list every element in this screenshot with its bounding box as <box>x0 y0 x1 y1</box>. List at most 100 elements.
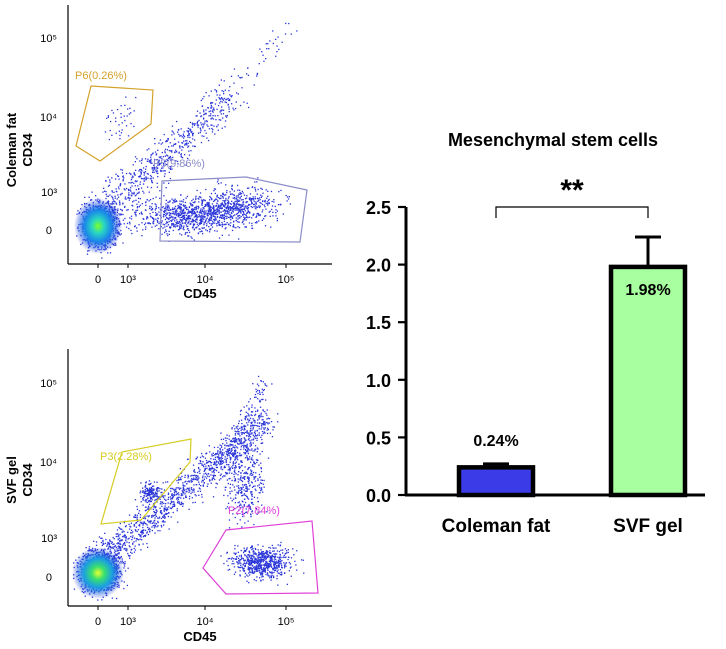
event-dot <box>170 490 172 492</box>
event-dot <box>146 216 148 218</box>
event-dot <box>255 201 257 203</box>
event-dot <box>131 536 134 539</box>
event-dot <box>114 549 116 551</box>
event-dot <box>203 109 205 111</box>
event-dot <box>222 98 224 100</box>
event-dot <box>162 156 165 158</box>
event-dot <box>196 121 198 124</box>
event-dot <box>247 207 249 210</box>
event-dot <box>266 48 268 50</box>
event-dot <box>151 181 153 183</box>
event-dot <box>181 234 183 236</box>
event-dot <box>178 151 180 153</box>
event-dot <box>190 212 193 214</box>
event-dot <box>231 184 233 186</box>
event-dot <box>104 542 107 544</box>
event-dot <box>95 195 97 197</box>
event-dot <box>255 435 257 437</box>
event-dot <box>158 163 160 165</box>
event-dot <box>221 106 223 108</box>
event-dot <box>200 215 202 217</box>
event-dot <box>234 198 236 200</box>
event-dot <box>125 96 127 98</box>
event-dot <box>165 212 167 214</box>
event-dot <box>200 220 202 222</box>
event-dot <box>170 507 173 510</box>
event-dot <box>244 426 246 428</box>
event-dot <box>133 182 135 184</box>
event-dot <box>246 205 248 207</box>
event-dot <box>260 202 262 204</box>
event-dot <box>211 455 213 457</box>
event-dot <box>200 222 203 224</box>
event-dot <box>250 200 252 202</box>
event-dot <box>207 461 209 463</box>
event-dot <box>139 181 142 183</box>
event-dot <box>193 216 195 218</box>
event-dot <box>154 209 156 211</box>
event-dot <box>199 192 202 194</box>
event-dot <box>197 490 199 492</box>
event-dot <box>208 226 210 228</box>
event-dot <box>234 441 236 443</box>
event-dot <box>210 104 212 107</box>
event-dot <box>84 196 86 198</box>
event-dot <box>143 223 146 226</box>
event-dot <box>201 493 203 496</box>
event-dot <box>255 202 257 204</box>
event-dot <box>187 474 189 476</box>
event-dot <box>233 453 236 455</box>
event-dot <box>221 460 224 463</box>
event-dot <box>196 214 198 217</box>
event-dot <box>150 186 153 189</box>
event-dot <box>172 229 174 232</box>
event-dot <box>122 175 124 177</box>
event-dot <box>204 216 206 218</box>
event-dot <box>168 207 170 209</box>
event-dot <box>161 233 163 235</box>
event-dot <box>229 99 231 102</box>
event-dot <box>187 130 189 132</box>
event-dot <box>222 210 224 212</box>
event-dot <box>241 190 243 193</box>
event-dot <box>256 425 258 427</box>
event-dot <box>212 118 215 120</box>
event-dot <box>142 524 144 526</box>
event-dot <box>168 528 170 530</box>
event-dot <box>105 190 107 193</box>
event-dot <box>238 431 240 433</box>
event-dot <box>147 158 149 160</box>
event-dot <box>165 499 167 501</box>
event-dot <box>142 526 144 529</box>
event-dot <box>235 220 237 222</box>
event-dot <box>184 212 186 214</box>
event-dot <box>218 221 220 223</box>
event-dot <box>255 216 257 218</box>
event-dot <box>258 418 260 420</box>
event-dot <box>191 237 193 239</box>
event-dot <box>182 134 185 137</box>
event-dot <box>277 36 279 38</box>
event-dot <box>158 211 160 213</box>
event-dot <box>216 94 218 96</box>
event-dot <box>154 158 156 161</box>
event-dot <box>228 213 230 215</box>
event-dot <box>232 197 234 199</box>
event-dot <box>154 203 156 205</box>
event-dot <box>214 456 217 458</box>
event-dot <box>84 595 86 597</box>
event-dot <box>166 513 168 515</box>
event-dot <box>219 460 221 462</box>
event-dot <box>197 478 199 480</box>
event-dot <box>188 154 191 156</box>
event-dot <box>171 488 174 490</box>
event-dot <box>240 426 242 428</box>
event-dot <box>167 224 170 226</box>
event-dot <box>165 208 167 210</box>
event-dot <box>142 190 144 192</box>
event-dot <box>167 234 169 237</box>
event-dot <box>123 581 125 583</box>
event-dot <box>211 211 213 214</box>
event-dot <box>191 214 193 216</box>
event-dot <box>209 469 212 471</box>
